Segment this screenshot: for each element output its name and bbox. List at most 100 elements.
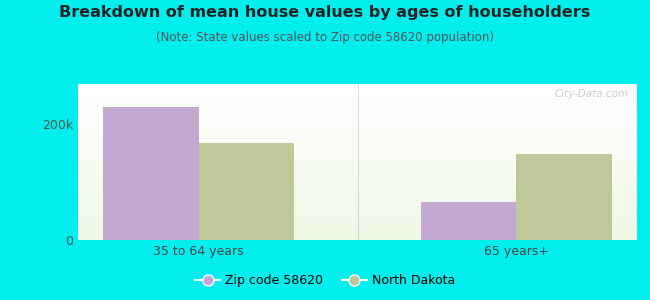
Bar [78,154,637,156]
Bar [78,214,637,215]
Bar [78,112,637,114]
Bar [78,176,637,178]
Bar [78,196,637,198]
Bar [78,151,637,153]
Bar [78,160,637,162]
Bar [78,90,637,92]
Bar [78,109,637,110]
Bar [78,145,637,146]
Bar [78,171,637,173]
Bar [78,114,637,115]
Bar [78,95,637,97]
Bar [78,178,637,179]
Bar [78,184,637,185]
Bar [78,85,637,87]
Bar [78,104,637,106]
Bar [78,165,637,167]
Text: City-Data.com: City-Data.com [554,89,629,99]
Bar [78,190,637,192]
Bar [78,182,637,184]
Bar [78,136,637,137]
Bar [78,101,637,103]
Bar [78,87,637,89]
Bar [78,227,637,229]
Bar [78,198,637,200]
Bar [78,139,637,140]
Bar [78,148,637,149]
Bar [78,156,637,157]
Bar [78,115,637,117]
Legend: Zip code 58620, North Dakota: Zip code 58620, North Dakota [190,269,460,292]
Bar [78,187,637,188]
Bar [78,142,637,143]
Bar [78,173,637,175]
Bar [78,129,637,131]
Bar [78,192,637,193]
Bar [78,215,637,217]
Bar [78,128,637,129]
Bar [78,134,637,136]
Bar [78,181,637,182]
Bar [78,204,637,206]
Bar [78,232,637,234]
Bar [78,126,637,128]
Bar [78,175,637,176]
Bar [78,231,637,232]
Bar [78,221,637,223]
Bar [78,212,637,214]
Bar [78,188,637,190]
Bar [78,84,637,86]
Bar [78,146,637,148]
Bar [78,106,637,107]
Text: Breakdown of mean house values by ages of householders: Breakdown of mean house values by ages o… [59,4,591,20]
Bar [78,153,637,154]
Bar [516,154,612,240]
Bar [78,179,637,181]
Bar [78,103,637,104]
Bar [78,100,637,101]
Bar [78,123,637,124]
Bar [78,167,637,168]
Bar [78,120,637,122]
Bar [78,193,637,195]
Bar [78,117,637,118]
Bar [103,107,199,240]
Bar [199,143,294,240]
Bar [78,118,637,120]
Bar [78,195,637,196]
Bar [78,223,637,224]
Bar [78,137,637,139]
Bar [78,238,637,240]
Bar [78,226,637,227]
Bar [78,200,637,201]
Bar [78,218,637,220]
Bar [78,202,637,204]
Bar [78,124,637,126]
Bar [78,140,637,142]
Bar [78,210,637,212]
Bar [78,234,637,235]
Bar [78,224,637,226]
Bar [78,162,637,164]
Bar [78,132,637,134]
Bar [78,157,637,159]
Bar [78,185,637,187]
Bar [78,220,637,221]
Bar [78,93,637,95]
Bar [78,98,637,100]
Bar [78,201,637,202]
Bar [78,170,637,171]
Bar [78,235,637,237]
Bar [78,206,637,207]
Bar [78,122,637,123]
Bar [78,131,637,132]
Bar [78,229,637,231]
Bar [78,217,637,218]
Bar [78,97,637,98]
Bar [78,207,637,209]
Bar [78,92,637,93]
Bar [78,143,637,145]
Text: (Note: State values scaled to Zip code 58620 population): (Note: State values scaled to Zip code 5… [156,32,494,44]
Bar [78,149,637,151]
Bar [78,209,637,210]
